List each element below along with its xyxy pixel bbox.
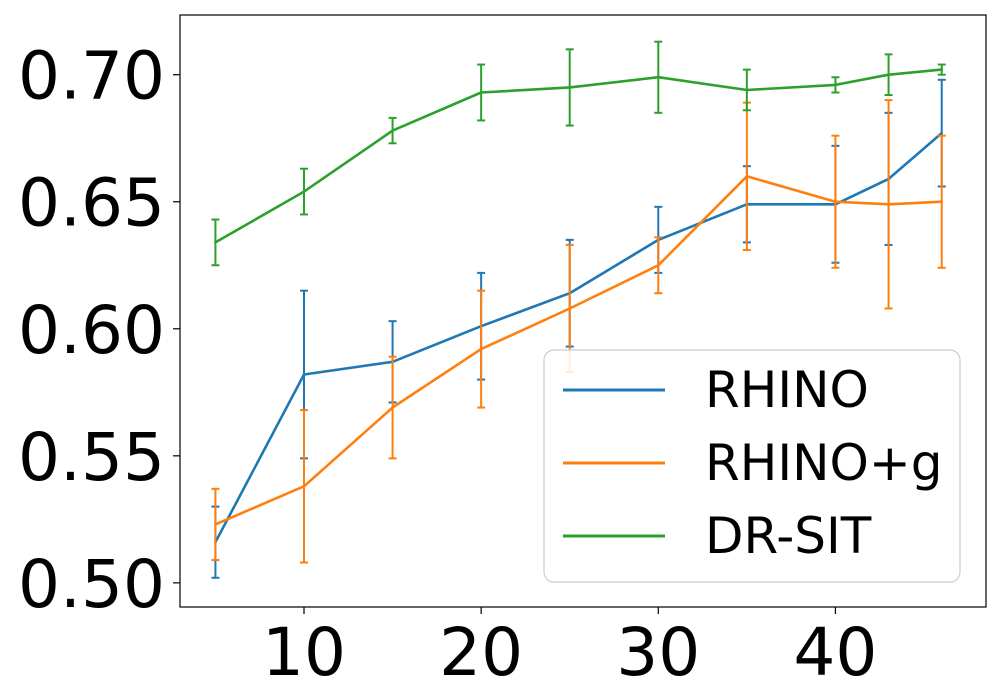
x-tick-label-3: 40 — [793, 614, 877, 691]
x-axis: 10 20 30 40 — [262, 607, 877, 691]
y-tick-label-1: 0.55 — [18, 419, 165, 496]
y-tick-label-3: 0.65 — [18, 165, 165, 242]
plot-frame — [179, 14, 987, 608]
y-tick-label-4: 0.70 — [18, 38, 165, 115]
y-tick-label-0: 0.50 — [18, 546, 165, 623]
x-tick-label-1: 20 — [439, 614, 523, 691]
x-tick-label-0: 10 — [262, 614, 346, 691]
x-tick-label-2: 30 — [616, 614, 700, 691]
series-dr-sit — [211, 40, 946, 267]
legend-label-dr-sit: DR-SIT — [705, 507, 872, 565]
series-line-dr-sit — [214, 68, 944, 244]
legend-label-rhino: RHINO — [705, 361, 869, 419]
series-line-rhino — [214, 131, 944, 544]
y-axis: 0.50 0.55 0.60 0.65 0.70 — [18, 38, 180, 623]
legend-label-rhino-g: RHINO+g — [705, 434, 942, 492]
series-line-rhino-g — [214, 175, 944, 526]
y-tick-label-2: 0.60 — [18, 292, 165, 369]
legend: RHINO RHINO+g DR-SIT — [543, 349, 961, 583]
legend-box — [543, 349, 961, 583]
